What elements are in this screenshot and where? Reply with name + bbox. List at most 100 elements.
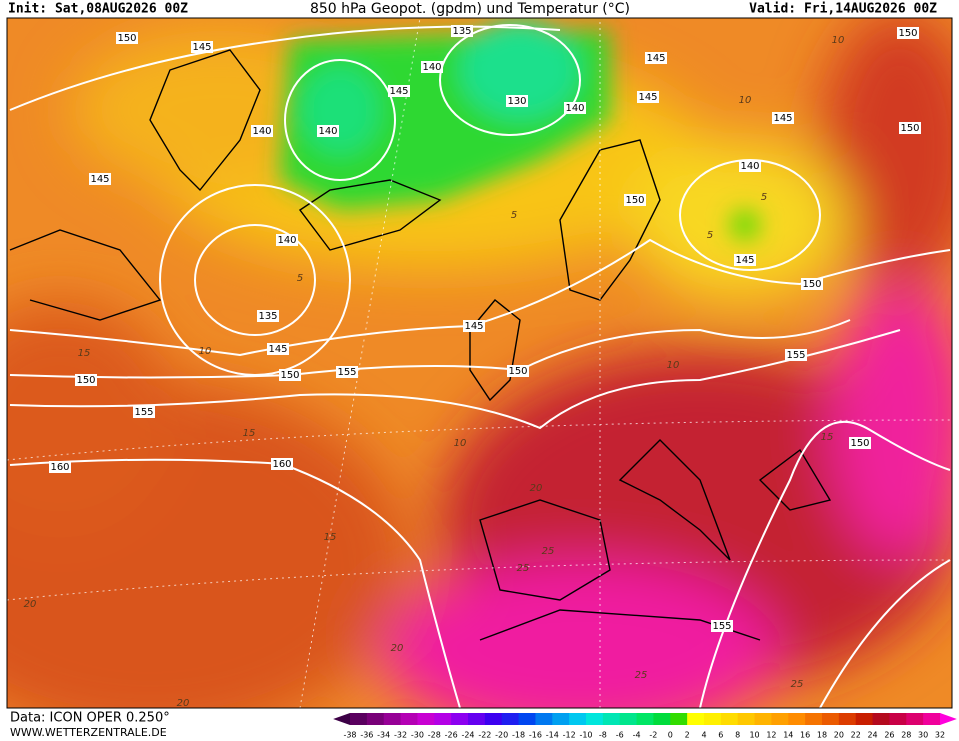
- geopotential-label: 150: [802, 279, 821, 290]
- contour-label-box: [271, 458, 293, 470]
- temperature-label: 20: [177, 698, 190, 709]
- colorbar-swatch: [451, 713, 469, 725]
- contour-label-box: [506, 95, 528, 107]
- temperature-label: 25: [542, 546, 555, 557]
- colorbar-arrow-left: [333, 713, 350, 725]
- contour-label-box: [388, 85, 410, 97]
- geopotential-label: 150: [850, 438, 869, 449]
- colorbar-label: -22: [478, 731, 491, 740]
- temperature-label: 25: [635, 670, 648, 681]
- geopotential-label: 145: [464, 321, 483, 332]
- colorbar-swatch: [552, 713, 570, 725]
- colorbar-label: -16: [529, 731, 542, 740]
- colorbar-label: -32: [394, 731, 407, 740]
- temperature-label: 10: [667, 360, 680, 371]
- temperature-label: 5: [511, 210, 517, 221]
- colorbar-swatch: [518, 713, 536, 725]
- temperature-label: 15: [243, 428, 256, 439]
- geopotential-label: 140: [277, 235, 296, 246]
- geopotential-label: 155: [134, 407, 153, 418]
- contour-label-box: [734, 254, 756, 266]
- contour-label-box: [451, 25, 473, 37]
- contour-label-box: [133, 406, 155, 418]
- contour-label-box: [89, 173, 111, 185]
- temperature-label: 10: [832, 35, 845, 46]
- colorbar-label: -38: [343, 731, 356, 740]
- geopotential-label: 160: [50, 462, 69, 473]
- geopotential-label: 130: [507, 96, 526, 107]
- geopotential-label: 145: [90, 174, 109, 185]
- geopotential-label: 150: [900, 123, 919, 134]
- colorbar-swatch: [468, 713, 486, 725]
- geopotential-label: 145: [192, 42, 211, 53]
- colorbar-swatch: [350, 713, 368, 725]
- contour-label-box: [317, 125, 339, 137]
- contour-labels: 150 145 135 140 145 140 140 130 140 145 145 150 150 1…: [24, 25, 921, 709]
- colorbar-swatch: [805, 713, 823, 725]
- colorbar-label: -8: [599, 731, 607, 740]
- temperature-label: 15: [324, 532, 337, 543]
- colorbar-swatch: [535, 713, 553, 725]
- colorbar-label: -2: [649, 731, 657, 740]
- geopotential-label: 150: [280, 370, 299, 381]
- map-frame: [6, 17, 953, 709]
- colorbar-label: -10: [579, 731, 592, 740]
- colorbar-label: 6: [718, 731, 723, 740]
- colorbar-label: -24: [461, 731, 474, 740]
- contour-label-box: [637, 91, 659, 103]
- colorbar-label: 26: [884, 731, 894, 740]
- init-time: Init: Sat,08AUG2026 00Z: [8, 2, 188, 17]
- colorbar-label: 22: [851, 731, 861, 740]
- colorbar-label: -12: [563, 731, 576, 740]
- colorbar-swatch: [838, 713, 857, 725]
- colorbar-swatch: [501, 713, 520, 725]
- colorbar-label: 10: [749, 731, 759, 740]
- temperature-label: 25: [517, 563, 530, 574]
- colorbar-swatch: [720, 713, 739, 725]
- contour-label-box: [739, 160, 761, 172]
- contour-label-box: [251, 125, 273, 137]
- colorbar-swatch: [366, 713, 385, 725]
- grid-lines: [7, 18, 952, 708]
- contour-label-box: [711, 620, 733, 632]
- colorbar-label: 2: [685, 731, 690, 740]
- colorbar-label: 24: [867, 731, 877, 740]
- temperature-label: 20: [530, 483, 543, 494]
- colorbar-swatch: [737, 713, 756, 725]
- contour-label-box: [279, 369, 301, 381]
- colorbar-label: 8: [735, 731, 740, 740]
- geopotential-label: 140: [740, 161, 759, 172]
- colorbar-swatch: [383, 713, 402, 725]
- colorbar-label: 0: [668, 731, 673, 740]
- contour-label-box: [257, 310, 279, 322]
- contour-label-box: [421, 61, 443, 73]
- geopotential-label: 140: [252, 126, 271, 137]
- contour-label-box: [899, 122, 921, 134]
- colorbar-swatch: [923, 713, 941, 725]
- colorbar-arrow-right: [940, 713, 957, 725]
- geopotential-label: 140: [422, 62, 441, 73]
- contour-label-box: [276, 234, 298, 246]
- geopotential-label: 145: [735, 255, 754, 266]
- colorbar-swatch: [569, 713, 587, 725]
- temperature-label: 15: [821, 432, 834, 443]
- colorbar-label: 14: [783, 731, 793, 740]
- temperature-label: 20: [24, 599, 37, 610]
- colorbar-label: -26: [445, 731, 458, 740]
- colorbar-swatch: [872, 713, 890, 725]
- contour-label-box: [507, 365, 529, 377]
- contour-label-box: [336, 366, 358, 378]
- colorbar-label: -14: [546, 731, 559, 740]
- contour-label-box: [801, 278, 823, 290]
- colorbar-swatch: [855, 713, 874, 725]
- map-title: 850 hPa Geopot. (gpdm) und Temperatur (°…: [310, 1, 630, 17]
- colorbar-swatch: [636, 713, 654, 725]
- contour-label-box: [645, 52, 667, 64]
- geopotential-label: 150: [898, 28, 917, 39]
- colorbar-swatch: [704, 713, 722, 725]
- contour-label-box: [849, 437, 871, 449]
- colorbar-label: -36: [360, 731, 373, 740]
- colorbar-label: 18: [817, 731, 827, 740]
- colorbar-label: 12: [766, 731, 776, 740]
- contour-label-box: [624, 194, 646, 206]
